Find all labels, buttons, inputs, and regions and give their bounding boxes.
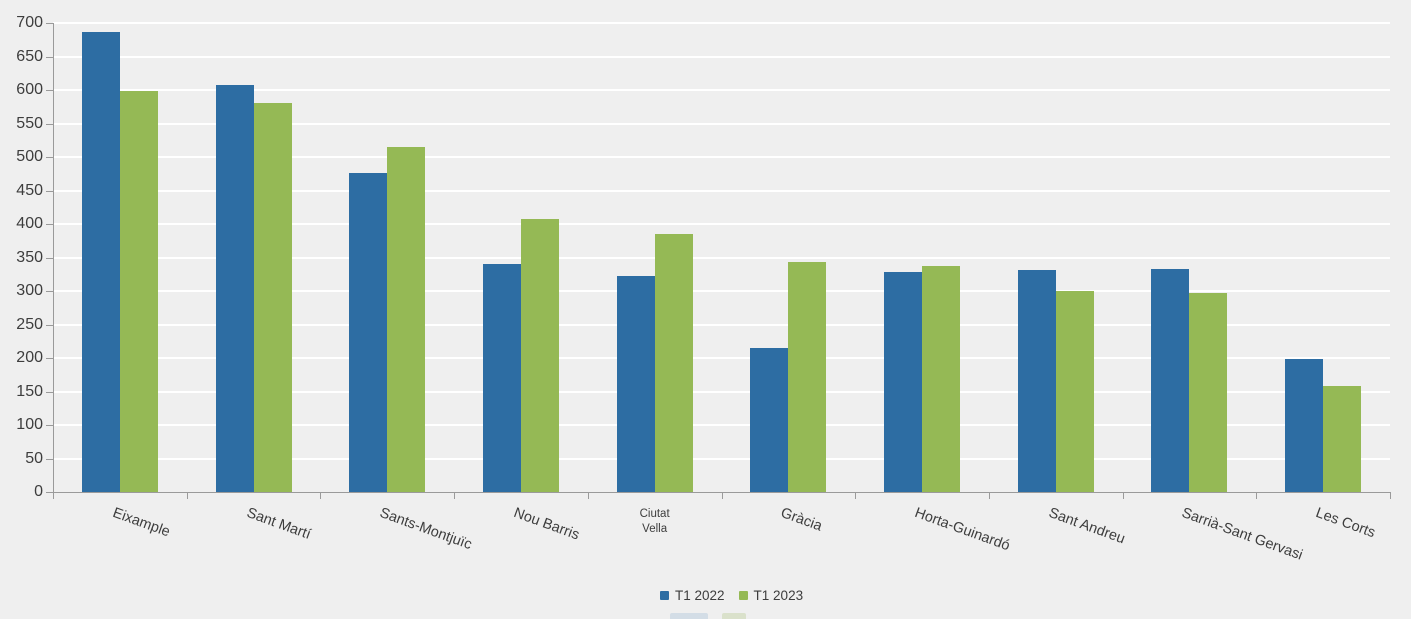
gridline-400 <box>53 223 1390 225</box>
legend-swatch-t1-2023-icon <box>738 591 748 600</box>
y-axis-label-300: 300 <box>16 282 43 299</box>
bar-t1-2023-sant-mart[interactable] <box>253 103 292 492</box>
y-axis-label-100: 100 <box>16 416 43 433</box>
bar-t1-2022-sant-andreu[interactable] <box>1017 269 1056 492</box>
y-axis-label-400: 400 <box>16 215 43 232</box>
x-axis-label-nou-barris: Nou Barris <box>511 505 582 544</box>
gridline-150 <box>53 390 1390 393</box>
y-axis-tick-0 <box>46 492 53 493</box>
x-axis-tick-4 <box>587 493 589 499</box>
y-axis-tick-400 <box>46 224 53 225</box>
y-axis-tick-500 <box>46 157 53 158</box>
y-axis-tick-300 <box>46 291 53 292</box>
bar-t1-2023-ciutat-vella[interactable] <box>654 234 693 492</box>
gridline-700 <box>53 22 1390 24</box>
gridline-50 <box>53 457 1390 460</box>
bar-t1-2022-eixample[interactable] <box>81 32 120 492</box>
bar-t1-2022-les-corts[interactable] <box>1285 359 1324 492</box>
y-axis-label-550: 550 <box>16 114 43 132</box>
gridline-500 <box>53 156 1390 158</box>
gridline-100 <box>53 424 1390 426</box>
y-axis-tick-550 <box>46 123 53 125</box>
bar-t1-2023-les-corts[interactable] <box>1323 386 1362 492</box>
gridline-300 <box>53 290 1390 292</box>
legend-label-t1-2023: T1 2023 <box>753 588 804 603</box>
x-axis-tick-3 <box>454 493 456 499</box>
legend-item-t1-2022[interactable]: T1 2022 <box>660 588 725 603</box>
x-axis-label-les-corts: Les Corts <box>1313 505 1378 542</box>
bar-t1-2022-sarri-sant-gervasi[interactable] <box>1151 268 1190 492</box>
y-axis-label-50: 50 <box>25 449 43 467</box>
bar-t1-2023-horta-guinard[interactable] <box>922 265 961 492</box>
x-axis-label-horta-guinard: Horta-Guinardó <box>912 505 1012 555</box>
y-axis-label-250: 250 <box>16 315 43 333</box>
y-axis-tick-50 <box>46 458 53 460</box>
y-axis-tick-600 <box>46 90 53 91</box>
y-axis-tick-700 <box>46 23 53 24</box>
bar-t1-2022-gr-cia[interactable] <box>750 347 789 492</box>
x-axis-line <box>53 492 1391 493</box>
gridline-650 <box>53 55 1390 58</box>
bar-t1-2023-gr-cia[interactable] <box>788 262 827 492</box>
y-axis-tick-200 <box>46 358 53 359</box>
y-axis-label-500: 500 <box>16 148 43 165</box>
gridline-600 <box>53 89 1390 91</box>
bar-t1-2022-ciutat-vella[interactable] <box>616 276 655 492</box>
gridline-200 <box>53 357 1390 359</box>
x-axis-tick-7 <box>988 493 990 499</box>
y-axis-tick-100 <box>46 425 53 426</box>
gridline-450 <box>53 189 1390 192</box>
bar-t1-2023-sant-andreu[interactable] <box>1055 291 1094 492</box>
x-axis-label-sarri-sant-gervasi: Sarrià-Sant Gervasi <box>1179 505 1306 564</box>
bar-t1-2022-nou-barris[interactable] <box>482 264 521 492</box>
legend-item-t1-2023[interactable]: T1 2023 <box>738 588 804 603</box>
x-axis-tick-1 <box>186 493 188 499</box>
y-axis-tick-650 <box>46 56 53 58</box>
x-axis-label-gr-cia: Gràcia <box>778 505 825 535</box>
y-axis-tick-250 <box>46 324 53 326</box>
partial-element-blue <box>670 613 708 619</box>
x-axis-tick-0 <box>53 493 54 499</box>
x-axis-label-sants-montju-c: Sants-Montjuïc <box>377 505 475 554</box>
bar-t1-2022-sants-montju-c[interactable] <box>349 173 388 492</box>
bar-t1-2023-eixample[interactable] <box>119 91 158 492</box>
x-axis-label-eixample: Eixample <box>110 505 172 541</box>
gridline-250 <box>53 323 1390 326</box>
x-axis-tick-6 <box>855 493 857 499</box>
y-axis-tick-450 <box>46 190 53 192</box>
bar-t1-2023-nou-barris[interactable] <box>520 218 559 492</box>
y-axis-label-350: 350 <box>16 248 43 266</box>
x-axis-label-sant-andreu: Sant Andreu <box>1046 505 1127 548</box>
y-axis-label-0: 0 <box>34 483 43 500</box>
bar-t1-2022-horta-guinard[interactable] <box>884 272 923 492</box>
y-axis-label-700: 700 <box>16 14 43 31</box>
y-axis-label-650: 650 <box>16 47 43 65</box>
gridline-350 <box>53 256 1390 259</box>
legend-swatch-t1-2022-icon <box>660 591 669 600</box>
y-axis-label-150: 150 <box>16 382 43 400</box>
partial-element-green <box>722 613 746 619</box>
x-axis-tick-5 <box>721 493 723 499</box>
bar-t1-2023-sarri-sant-gervasi[interactable] <box>1189 293 1228 492</box>
y-axis-tick-150 <box>46 391 53 393</box>
y-axis-line <box>53 23 54 492</box>
y-axis-tick-350 <box>46 257 53 259</box>
x-axis-tick-8 <box>1122 493 1124 499</box>
x-axis-label-sant-mart: Sant Martí <box>244 505 313 543</box>
bar-t1-2022-sant-mart[interactable] <box>215 84 254 492</box>
y-axis-label-450: 450 <box>16 181 43 199</box>
x-axis-tick-9 <box>1256 493 1258 499</box>
gridline-550 <box>53 122 1390 125</box>
legend-label-t1-2022: T1 2022 <box>675 588 725 603</box>
bar-t1-2023-sants-montju-c[interactable] <box>387 146 426 492</box>
y-axis-label-200: 200 <box>16 349 43 366</box>
x-axis-tick-10 <box>1390 493 1391 499</box>
x-axis-label-ciutat-vella: Ciutat Vella <box>639 508 670 535</box>
chart-legend: T1 2022 T1 2023 <box>660 588 803 603</box>
x-axis-tick-2 <box>320 493 322 499</box>
y-axis-label-600: 600 <box>16 81 43 98</box>
